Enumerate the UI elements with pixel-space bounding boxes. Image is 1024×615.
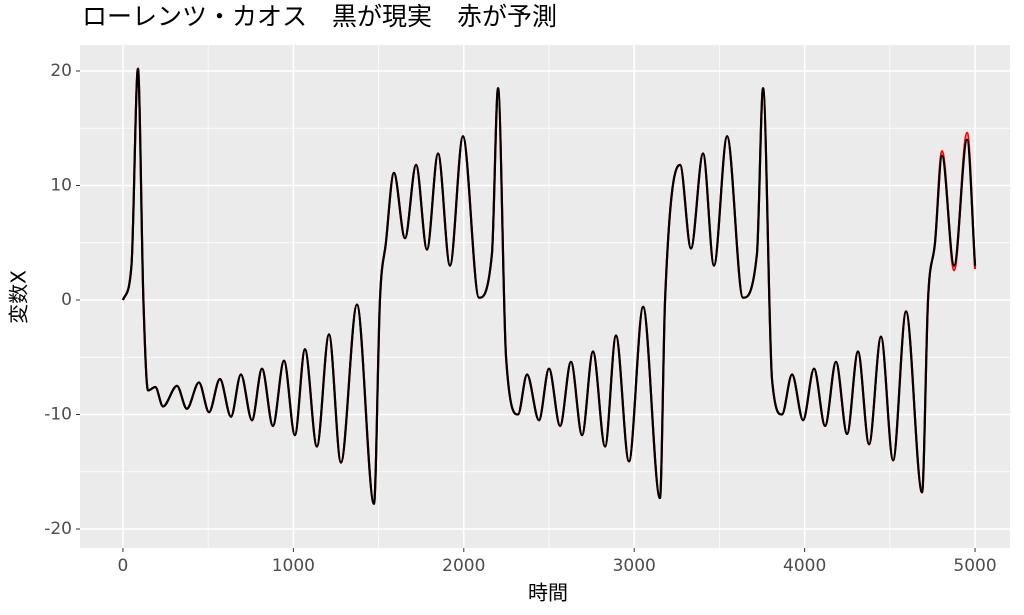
x-tick-label: 2000 xyxy=(442,556,485,576)
plot-panel xyxy=(80,45,1010,548)
y-tick-label: 0 xyxy=(61,290,72,310)
x-tick-label: 5000 xyxy=(953,556,996,576)
y-axis-label: 変数X xyxy=(7,270,31,324)
y-tick-label: -10 xyxy=(44,404,72,424)
x-tick-label: 3000 xyxy=(613,556,656,576)
y-tick-label: -20 xyxy=(44,519,72,539)
y-tick-label: 10 xyxy=(50,175,72,195)
x-tick-label: 0 xyxy=(118,556,129,576)
y-tick-label: 20 xyxy=(50,61,72,81)
x-tick-label: 1000 xyxy=(272,556,315,576)
line-series xyxy=(121,67,977,505)
x-tick-label: 4000 xyxy=(783,556,826,576)
chart-title: ローレンツ・カオス 黒が現実 赤が予測 xyxy=(82,2,557,31)
x-axis-label: 時間 xyxy=(528,581,568,605)
